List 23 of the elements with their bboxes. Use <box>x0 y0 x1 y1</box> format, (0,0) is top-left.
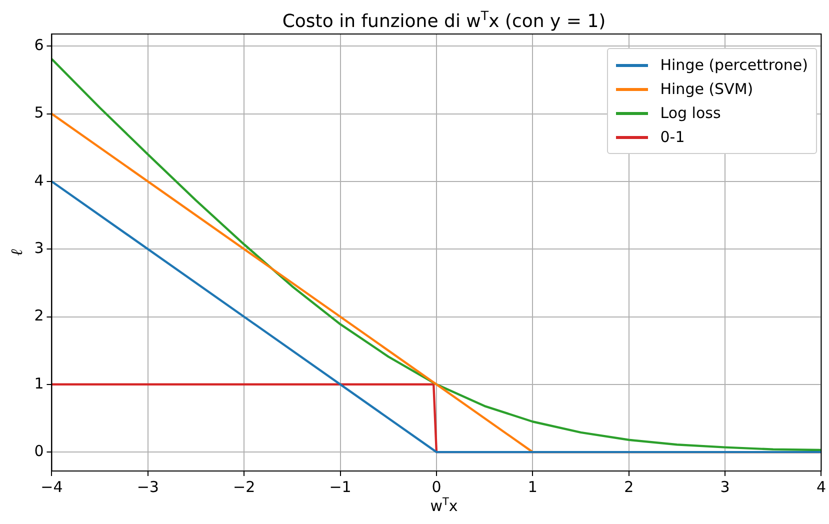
x-tick-label: −1 <box>329 478 352 496</box>
y-tick-label: 6 <box>34 36 44 54</box>
x-tick-label: 2 <box>624 478 634 496</box>
x-tick-label: 3 <box>720 478 730 496</box>
y-tick-label: 2 <box>34 306 44 325</box>
x-tick-label: 1 <box>528 478 538 496</box>
legend-label: Hinge (SVM) <box>660 80 754 98</box>
x-axis-title: w$^{T}$x <box>429 496 459 515</box>
y-tick-label: 0 <box>34 442 44 460</box>
y-axis-title: ℓ <box>6 248 26 256</box>
y-tick-label: 3 <box>34 239 44 258</box>
y-tick-label: 4 <box>34 171 44 190</box>
x-tick-label: −2 <box>233 478 256 496</box>
legend-label: Log loss <box>660 104 721 122</box>
y-tick-label: 1 <box>34 374 44 392</box>
legend-label: 0-1 <box>660 128 685 146</box>
legend-label: Hinge (percettrone) <box>660 56 808 74</box>
x-tick-label: −4 <box>40 478 63 496</box>
y-tick-label: 5 <box>34 104 44 122</box>
x-tick-label: −3 <box>136 478 159 496</box>
x-tick-label: 0 <box>432 478 442 496</box>
x-tick-label: 4 <box>816 478 826 496</box>
chart-title: Costo in funzione di w$^{T}$x (con y = 1) <box>281 8 607 32</box>
